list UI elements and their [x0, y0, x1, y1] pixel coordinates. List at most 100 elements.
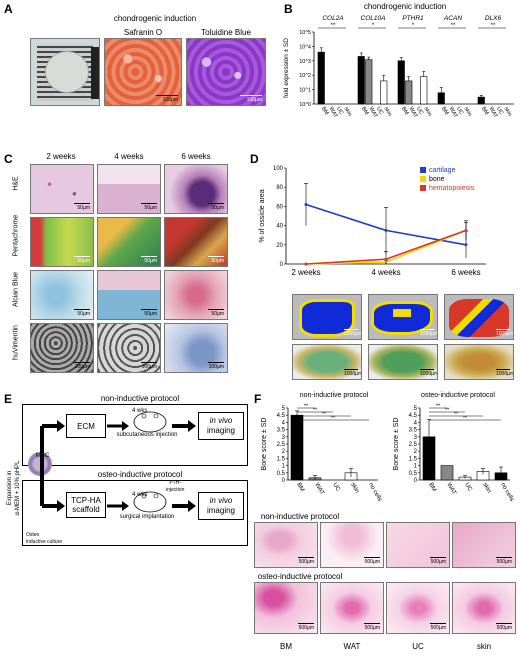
b-x-tick-label: UC	[455, 106, 464, 116]
b-y-tick-label: 10^1	[299, 88, 311, 94]
b-bar	[357, 56, 365, 105]
f-y-tick-label: 4.5	[277, 413, 286, 419]
b-x-tick-label: WAT	[328, 106, 339, 120]
d-legend-label: hematopoiesis	[429, 185, 475, 192]
f-y-tick-label: 2	[414, 449, 418, 455]
d-y-tick-label: 20	[276, 243, 283, 249]
b-gene-label: COL10A	[361, 15, 386, 22]
e-scaffold-2: scaffold	[72, 505, 100, 514]
b-gene-label: ACAN	[443, 15, 462, 22]
b-x-tick-label: UC	[495, 106, 504, 116]
d-point	[384, 257, 388, 261]
f-y-tick-label: 2.5	[277, 442, 286, 448]
e-scaffold-1: TCP-HA	[71, 496, 101, 505]
scale-bar-a1: 100µm	[156, 95, 178, 103]
b-x-tick-label: UC	[335, 106, 344, 116]
e-protocol-bottom: osteo-inductive protocol	[97, 470, 183, 479]
d-legend-label: bone	[429, 176, 445, 183]
d-map-2w: 1000µm	[292, 294, 362, 340]
b-x-tick-label: BM	[360, 106, 370, 117]
c-row-he: H&E	[12, 176, 20, 191]
b-y-tick-label: 10^3	[299, 59, 311, 65]
f-x-tick-label: no cells	[499, 482, 514, 503]
f-y-label: Bone score ± SD	[393, 418, 400, 471]
safranin-o-image: 100µm	[104, 38, 182, 106]
e-top-frame	[22, 404, 248, 466]
b-x-tick-label: BM	[400, 106, 410, 117]
f-row1-title: non-inductive protocol	[260, 512, 340, 521]
e-pth-2: injection	[166, 487, 185, 493]
b-sig-label: *	[372, 23, 375, 29]
f-r1-wat: 500µm	[320, 522, 384, 568]
e-scaffold-box: TCP-HA scaffold	[66, 492, 106, 518]
panel-label-e: E	[4, 392, 13, 406]
d-legend-swatch	[420, 167, 426, 173]
chart-b: fold expression ± SD 10^5 10^4 10^3 10^2 10^1…	[283, 15, 514, 120]
e-invivo-top-2: imaging	[206, 426, 235, 435]
f-y-tick-label: 1	[414, 464, 418, 470]
e-invivo-top: in vivo imaging	[198, 412, 244, 440]
f-y-tick-label: 2	[282, 449, 286, 455]
f-x-tick-label: skin	[481, 482, 492, 494]
e-pth: PTH- injection	[166, 480, 184, 494]
b-y-tick-label: 10^0	[299, 102, 311, 108]
d-penta-2w: 1000µm	[292, 344, 362, 380]
b-sig-label: **	[451, 23, 456, 29]
f-sig-label: **	[322, 412, 327, 418]
b-x-tick-label: WAT	[368, 106, 379, 120]
panel-label-c: C	[4, 152, 13, 166]
f-bottom-uc: UC	[412, 642, 424, 651]
f-sig-label: **	[331, 416, 336, 422]
b-x-tick-label: UC	[375, 106, 384, 116]
f-y-tick-label: 3.5	[277, 428, 286, 434]
f-y-label: Bone score ± SD	[261, 418, 268, 471]
f-y-tick-label: 5	[414, 406, 418, 412]
f-y-tick-label: 1	[282, 464, 286, 470]
f-bar	[440, 465, 454, 481]
f-left-title: non-inductive protocol	[299, 392, 369, 399]
d-legend-swatch	[420, 185, 426, 191]
f-y-tick-label: 4.5	[409, 413, 418, 419]
toluidine-blue-image: 100µm	[186, 38, 266, 106]
f-x-tick-label: no cells	[367, 482, 382, 503]
b-x-tick-label: skin	[343, 106, 353, 117]
b-sig-label: *	[412, 23, 415, 29]
c-he-2w: 50µm	[30, 164, 94, 214]
panel-label-a: A	[4, 2, 13, 16]
b-x-tick-label: skin	[423, 106, 433, 117]
f-sig-label: **	[463, 416, 468, 422]
c-penta-6w: 50µm	[164, 217, 228, 267]
f-y-tick-label: 1.5	[277, 456, 286, 462]
f-sig-label: **	[445, 408, 450, 414]
c-row-huvimentin: huVimentin	[12, 325, 20, 360]
panel-label-d: D	[250, 152, 259, 166]
b-x-tick-label: WAT	[448, 106, 459, 120]
panel-label-f: F	[254, 392, 262, 406]
c-he-6w: 50µm	[164, 164, 228, 214]
f-r2-wat: 500µm	[320, 582, 384, 634]
c-alcian-6w: 50µm	[164, 270, 228, 320]
e-expansion-line2: α-MEM + 10% pHPL	[15, 460, 21, 516]
f-r1-bm: 500µm	[254, 522, 318, 568]
f-sig-label: **	[436, 404, 441, 410]
f-r2-bm: 500µm	[254, 582, 318, 634]
f-y-tick-label: 4	[414, 420, 418, 426]
c-time-4w: 4 weeks	[114, 152, 144, 161]
b-bar	[477, 96, 485, 105]
d-legend-label: cartilage	[429, 167, 456, 174]
f-sig-label: **	[454, 412, 459, 418]
b-x-tick-label: WAT	[408, 106, 419, 120]
pellet-photo	[30, 38, 100, 106]
b-y-tick-label: 10^4	[299, 44, 311, 50]
c-row-pentachrome: Pentachrome	[12, 214, 20, 257]
f-y-tick-label: 3	[414, 435, 418, 441]
b-x-tick-label: UC	[415, 106, 424, 116]
b-x-tick-label: BM	[440, 106, 450, 117]
b-x-tick-label: BM	[480, 106, 490, 117]
e-invivo-top-1: in vivo	[209, 416, 233, 425]
f-x-tick-label: WAT	[445, 482, 457, 496]
d-y-tick-label: 40	[276, 224, 283, 230]
scale-bar-a2: 100µm	[240, 95, 262, 103]
d-y-tick-label: 0	[280, 262, 284, 268]
f-bottom-skin: skin	[476, 642, 492, 651]
